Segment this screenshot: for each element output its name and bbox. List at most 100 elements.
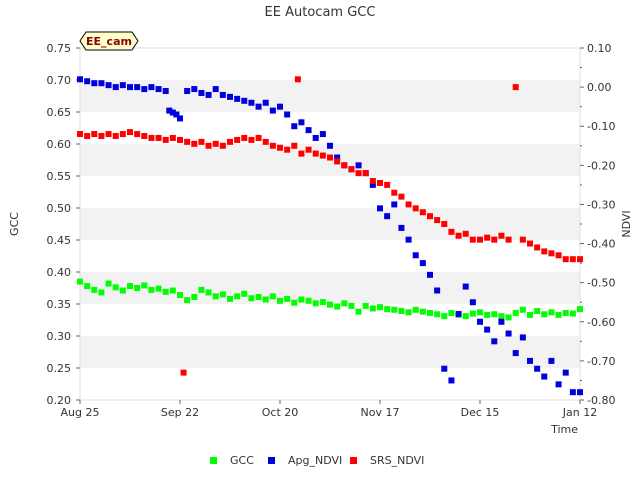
srs-ndvi-point — [505, 236, 512, 243]
srs-ndvi-point — [227, 138, 233, 145]
apg-ndvi-point — [98, 80, 105, 87]
apg-ndvi-point — [377, 205, 383, 212]
apg-ndvi-point — [212, 86, 219, 93]
srs-ndvi-point — [577, 256, 583, 263]
chart-title: EE Autocam GCC — [265, 5, 376, 20]
gcc-point — [469, 310, 476, 317]
gcc-point — [398, 308, 405, 315]
gcc-point — [198, 286, 205, 293]
srs-ndvi-point — [355, 170, 362, 177]
data-points — [77, 76, 583, 396]
left-tick-label: 0.50 — [47, 202, 72, 215]
gcc-point — [305, 297, 312, 304]
apg-ndvi-point — [227, 93, 233, 100]
right-tick-label: -0.60 — [587, 316, 615, 329]
srs-ndvi-point — [541, 248, 548, 255]
gcc-point — [319, 299, 326, 306]
left-tick-label: 0.55 — [47, 170, 72, 183]
apg-ndvi-point — [355, 162, 362, 169]
apg-ndvi-point — [498, 318, 505, 325]
srs-ndvi-point — [498, 232, 505, 239]
srs-ndvi-point — [484, 234, 491, 241]
srs-ndvi-point — [305, 146, 312, 153]
srs-ndvi-point — [412, 205, 419, 212]
apg-ndvi-point — [248, 99, 255, 106]
srs-ndvi-point — [180, 369, 187, 376]
srs-ndvi-point — [427, 213, 433, 220]
right-tick-label: -0.30 — [587, 198, 615, 211]
grid-band — [80, 368, 580, 400]
gcc-point — [98, 289, 105, 296]
gcc-point — [562, 309, 569, 316]
legend-swatch-srs-ndvi — [350, 457, 357, 464]
srs-ndvi-point — [219, 142, 226, 149]
gcc-point — [255, 293, 262, 300]
gcc-point — [348, 302, 355, 309]
srs-ndvi-point — [112, 133, 119, 139]
right-tick-label: 0.00 — [587, 81, 612, 94]
srs-ndvi-point — [205, 142, 212, 149]
gcc-point — [505, 314, 512, 321]
apg-ndvi-point — [534, 365, 541, 372]
apg-ndvi-point — [141, 86, 148, 93]
gcc-point — [419, 308, 426, 315]
srs-ndvi-point — [398, 193, 405, 200]
srs-ndvi-point — [362, 170, 369, 177]
gcc-point — [155, 285, 162, 292]
srs-ndvi-point — [491, 236, 498, 243]
right-tick-label: -0.80 — [587, 394, 615, 407]
gcc-point — [369, 305, 376, 312]
apg-ndvi-point — [305, 127, 312, 134]
grid-band — [80, 272, 580, 304]
srs-ndvi-point — [562, 256, 569, 263]
srs-ndvi-point — [191, 140, 198, 147]
gcc-point — [427, 309, 433, 316]
apg-ndvi-point — [127, 84, 133, 91]
srs-ndvi-point — [377, 179, 383, 186]
srs-ndvi-point — [369, 177, 376, 184]
srs-ndvi-point — [119, 131, 126, 138]
srs-ndvi-point — [212, 140, 219, 147]
apg-ndvi-point — [234, 95, 241, 102]
srs-ndvi-point — [127, 129, 133, 136]
gcc-point — [334, 303, 341, 310]
srs-ndvi-point — [291, 142, 298, 149]
apg-ndvi-point — [569, 389, 576, 396]
apg-ndvi-point — [162, 88, 169, 95]
apg-ndvi-point — [112, 84, 119, 91]
left-tick-label: 0.35 — [47, 298, 72, 311]
gcc-point — [284, 295, 291, 302]
gcc-point — [498, 313, 505, 320]
left-tick-label: 0.65 — [47, 106, 72, 119]
gcc-point — [555, 311, 562, 318]
gcc-point — [219, 291, 226, 298]
srs-ndvi-point — [77, 131, 83, 138]
gcc-point — [105, 280, 112, 287]
gcc-point — [477, 309, 483, 316]
srs-ndvi-point — [334, 158, 341, 165]
srs-ndvi-point — [384, 181, 391, 188]
apg-ndvi-point — [166, 107, 173, 114]
apg-ndvi-point — [427, 271, 433, 278]
gcc-point — [327, 301, 333, 308]
apg-ndvi-point — [205, 91, 212, 98]
grid-band — [80, 80, 580, 112]
badge-label: EE_cam — [86, 35, 132, 48]
x-tick-label: Oct 20 — [262, 406, 299, 419]
apg-ndvi-point — [448, 377, 455, 384]
srs-ndvi-point — [548, 250, 555, 257]
apg-ndvi-point — [469, 299, 476, 306]
apg-ndvi-point — [219, 91, 226, 98]
x-tick-label: Jan 12 — [562, 406, 597, 419]
gcc-point — [441, 313, 448, 320]
srs-ndvi-point — [477, 236, 483, 243]
srs-ndvi-point — [162, 136, 169, 143]
gcc-point — [269, 293, 276, 300]
right-tick-label: -0.10 — [587, 120, 615, 133]
x-tick-label: Dec 15 — [461, 406, 500, 419]
apg-ndvi-point — [105, 82, 112, 89]
gcc-point — [412, 306, 419, 313]
left-tick-label: 0.60 — [47, 138, 72, 151]
gcc-point — [519, 306, 526, 313]
